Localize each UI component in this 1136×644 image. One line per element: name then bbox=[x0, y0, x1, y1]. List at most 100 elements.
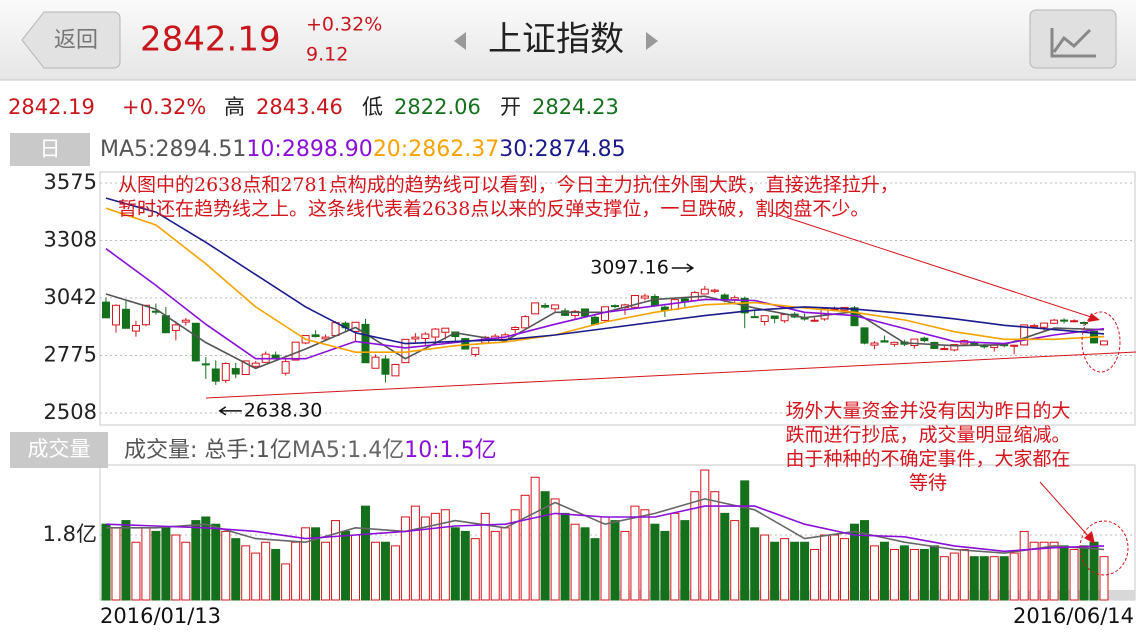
volume-bar bbox=[151, 530, 161, 601]
candle-body bbox=[890, 341, 899, 345]
candle-body bbox=[381, 358, 390, 375]
back-button[interactable]: 返回 bbox=[21, 11, 121, 69]
candle-body bbox=[610, 305, 619, 308]
x-tick-label: 2016/01/13 bbox=[100, 604, 221, 628]
chart-button[interactable] bbox=[1029, 9, 1117, 69]
next-arrow[interactable] bbox=[646, 32, 658, 50]
chart-button-shape[interactable] bbox=[1029, 9, 1117, 69]
quote-price: 2842.19 bbox=[8, 95, 95, 119]
header-price: 2842.19 bbox=[140, 20, 281, 60]
volume-bar bbox=[201, 516, 211, 601]
candle-body bbox=[1070, 320, 1079, 323]
volume-bar bbox=[1099, 556, 1109, 601]
header-title: 上证指数 bbox=[488, 20, 624, 60]
note-text: 由于种种的不确定事件，大家都在 bbox=[785, 448, 1070, 470]
volume-bar bbox=[830, 534, 840, 601]
back-label[interactable]: 返回 bbox=[54, 28, 98, 53]
ma-line bbox=[106, 498, 1105, 554]
legend-entry: 10:2898.90 bbox=[246, 137, 372, 162]
highlight-circle bbox=[1079, 520, 1129, 576]
volume-bar bbox=[400, 516, 410, 601]
candle-body bbox=[880, 340, 889, 343]
candle-body bbox=[1050, 319, 1059, 324]
quote-row: 2842.19 +0.32% 高 2843.46 低 2822.06 开 282… bbox=[8, 95, 619, 119]
candle-body bbox=[750, 316, 759, 319]
candle-body bbox=[720, 294, 729, 301]
candle-body bbox=[271, 354, 280, 359]
volume-bar bbox=[1029, 541, 1039, 601]
quote-low: 2822.06 bbox=[394, 95, 481, 119]
y-tick-label: 3042 bbox=[44, 285, 97, 309]
candle-body bbox=[201, 363, 210, 366]
annotation-arrow bbox=[671, 263, 695, 273]
quote-open: 2824.23 bbox=[532, 95, 619, 119]
volume-bar bbox=[820, 534, 830, 601]
quote-low-label: 低 bbox=[362, 95, 383, 119]
header-bar bbox=[0, 0, 1136, 80]
annotation: 3097.16 bbox=[590, 257, 669, 279]
volume-bar bbox=[1079, 545, 1089, 601]
note-pointer bbox=[769, 211, 1095, 319]
volume-bar bbox=[560, 512, 570, 601]
volume-bar bbox=[311, 527, 321, 601]
candle-body bbox=[181, 319, 190, 323]
volume-bar bbox=[919, 548, 929, 601]
volume-bar bbox=[460, 530, 470, 601]
quote-open-label: 开 bbox=[500, 95, 521, 119]
price-panel bbox=[99, 171, 1136, 426]
volume-bar bbox=[889, 548, 899, 601]
volume-bar bbox=[520, 494, 530, 601]
volume-tab[interactable] bbox=[10, 432, 108, 468]
volume-bar bbox=[550, 498, 560, 601]
volume-bar bbox=[680, 520, 690, 601]
volume-bar bbox=[211, 523, 221, 601]
volume-bar bbox=[351, 534, 360, 601]
volume-bar bbox=[1009, 552, 1019, 601]
volume-title: 成交量: 总手:1亿 bbox=[124, 438, 292, 463]
volume-bar bbox=[490, 530, 500, 601]
ma-line bbox=[105, 505, 1105, 553]
volume-bar bbox=[750, 527, 760, 601]
volume-tab-label[interactable]: 成交量 bbox=[28, 437, 91, 461]
candle-body bbox=[511, 326, 520, 331]
volume-bar bbox=[291, 541, 301, 601]
volume-bar bbox=[470, 538, 480, 601]
candle-body bbox=[211, 368, 220, 382]
volume-bar bbox=[241, 545, 251, 601]
volume-bar bbox=[959, 548, 969, 601]
y-tick-label: 1.8亿 bbox=[43, 522, 97, 546]
candle-body bbox=[710, 289, 719, 292]
volume-bar bbox=[979, 556, 989, 601]
plot: 3575 3308 3042 2775 2508 MA5:2894.51 10:2898.9… bbox=[43, 137, 1135, 628]
candle-body bbox=[441, 327, 450, 333]
note-text: 场外大量资金并没有因为昨日的大 bbox=[785, 400, 1070, 422]
volume-bar bbox=[440, 509, 450, 601]
candle-body bbox=[131, 325, 140, 332]
volume-bar bbox=[331, 520, 341, 601]
chart-icon[interactable] bbox=[1050, 28, 1096, 58]
prev-arrow[interactable] bbox=[454, 32, 466, 50]
volume-bar bbox=[600, 516, 610, 601]
back-button-shape[interactable] bbox=[21, 11, 121, 69]
pointer-head bbox=[1088, 313, 1100, 322]
volume-bar bbox=[410, 505, 420, 601]
candle-body bbox=[121, 308, 130, 329]
candle-body bbox=[311, 334, 320, 337]
day-tab[interactable] bbox=[10, 133, 90, 166]
volume-bar bbox=[101, 523, 111, 601]
volume-bar bbox=[510, 509, 520, 601]
candle-body bbox=[171, 324, 180, 331]
volume-bar bbox=[780, 538, 790, 601]
volume-bar bbox=[969, 556, 979, 601]
volume-bar bbox=[171, 534, 181, 601]
day-tab-label[interactable]: 日 bbox=[40, 137, 61, 161]
volume-bar bbox=[869, 545, 879, 601]
candle-body bbox=[461, 338, 470, 350]
volume-bar bbox=[570, 523, 580, 601]
volume-bar bbox=[909, 548, 919, 601]
candle-body bbox=[431, 328, 440, 338]
y-tick-label: 3575 bbox=[44, 170, 97, 194]
candle-body bbox=[551, 304, 560, 310]
highlight-circle bbox=[1081, 311, 1121, 373]
